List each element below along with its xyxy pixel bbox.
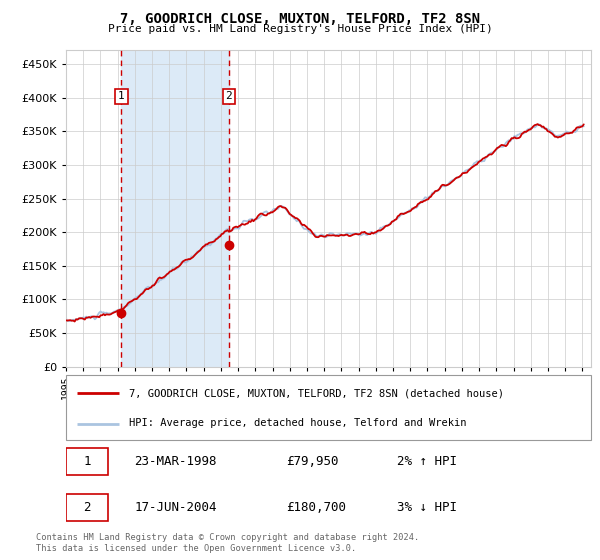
Text: 7, GOODRICH CLOSE, MUXTON, TELFORD, TF2 8SN: 7, GOODRICH CLOSE, MUXTON, TELFORD, TF2 … <box>120 12 480 26</box>
FancyBboxPatch shape <box>66 493 108 521</box>
Text: 7, GOODRICH CLOSE, MUXTON, TELFORD, TF2 8SN (detached house): 7, GOODRICH CLOSE, MUXTON, TELFORD, TF2 … <box>129 388 504 398</box>
Text: £180,700: £180,700 <box>287 501 347 514</box>
Text: HPI: Average price, detached house, Telford and Wrekin: HPI: Average price, detached house, Telf… <box>129 418 467 428</box>
Text: 3% ↓ HPI: 3% ↓ HPI <box>397 501 457 514</box>
Text: 2: 2 <box>226 91 232 101</box>
FancyBboxPatch shape <box>66 447 108 475</box>
Bar <box>121 50 229 367</box>
Text: £79,950: £79,950 <box>287 455 339 468</box>
Text: Contains HM Land Registry data © Crown copyright and database right 2024.
This d: Contains HM Land Registry data © Crown c… <box>36 533 419 553</box>
Text: 23-MAR-1998: 23-MAR-1998 <box>134 455 217 468</box>
Text: 1: 1 <box>118 91 125 101</box>
Text: 2: 2 <box>83 501 91 514</box>
Text: 1: 1 <box>83 455 91 468</box>
Text: 17-JUN-2004: 17-JUN-2004 <box>134 501 217 514</box>
Text: 2% ↑ HPI: 2% ↑ HPI <box>397 455 457 468</box>
FancyBboxPatch shape <box>66 375 591 440</box>
Text: Price paid vs. HM Land Registry's House Price Index (HPI): Price paid vs. HM Land Registry's House … <box>107 24 493 34</box>
